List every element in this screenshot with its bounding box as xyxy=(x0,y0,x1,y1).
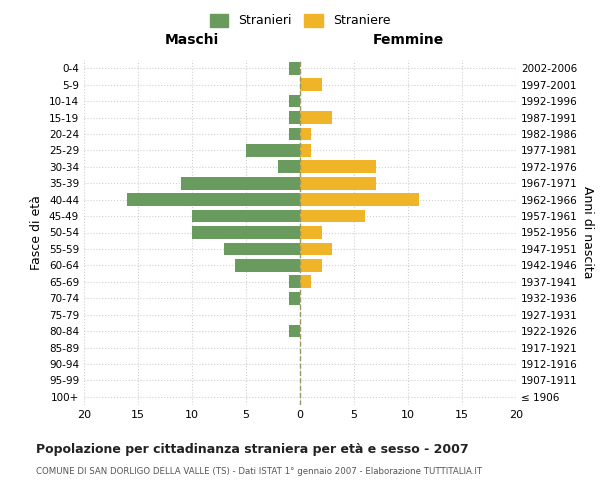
Text: Popolazione per cittadinanza straniera per età e sesso - 2007: Popolazione per cittadinanza straniera p… xyxy=(36,442,469,456)
Text: Maschi: Maschi xyxy=(165,33,219,47)
Bar xyxy=(300,128,311,140)
Bar xyxy=(300,259,322,272)
Text: Femmine: Femmine xyxy=(373,33,443,47)
Bar xyxy=(300,78,322,91)
Bar xyxy=(289,128,300,140)
Bar xyxy=(289,62,300,74)
Bar xyxy=(224,242,300,256)
Y-axis label: Anni di nascita: Anni di nascita xyxy=(581,186,594,279)
Bar xyxy=(289,111,300,124)
Bar xyxy=(192,226,300,239)
Bar xyxy=(300,160,376,173)
Bar xyxy=(289,292,300,304)
Bar xyxy=(300,193,419,206)
Bar xyxy=(246,144,300,157)
Bar xyxy=(235,259,300,272)
Bar xyxy=(289,94,300,108)
Bar xyxy=(300,144,311,157)
Bar xyxy=(300,226,322,239)
Bar xyxy=(192,210,300,222)
Bar xyxy=(278,160,300,173)
Legend: Stranieri, Straniere: Stranieri, Straniere xyxy=(205,8,395,32)
Bar xyxy=(300,177,376,190)
Bar xyxy=(300,111,332,124)
Bar xyxy=(300,210,365,222)
Bar xyxy=(300,276,311,288)
Y-axis label: Fasce di età: Fasce di età xyxy=(31,195,43,270)
Bar xyxy=(289,324,300,338)
Bar xyxy=(181,177,300,190)
Bar xyxy=(300,242,332,256)
Text: COMUNE DI SAN DORLIGO DELLA VALLE (TS) - Dati ISTAT 1° gennaio 2007 - Elaborazio: COMUNE DI SAN DORLIGO DELLA VALLE (TS) -… xyxy=(36,468,482,476)
Bar xyxy=(127,193,300,206)
Bar xyxy=(289,276,300,288)
